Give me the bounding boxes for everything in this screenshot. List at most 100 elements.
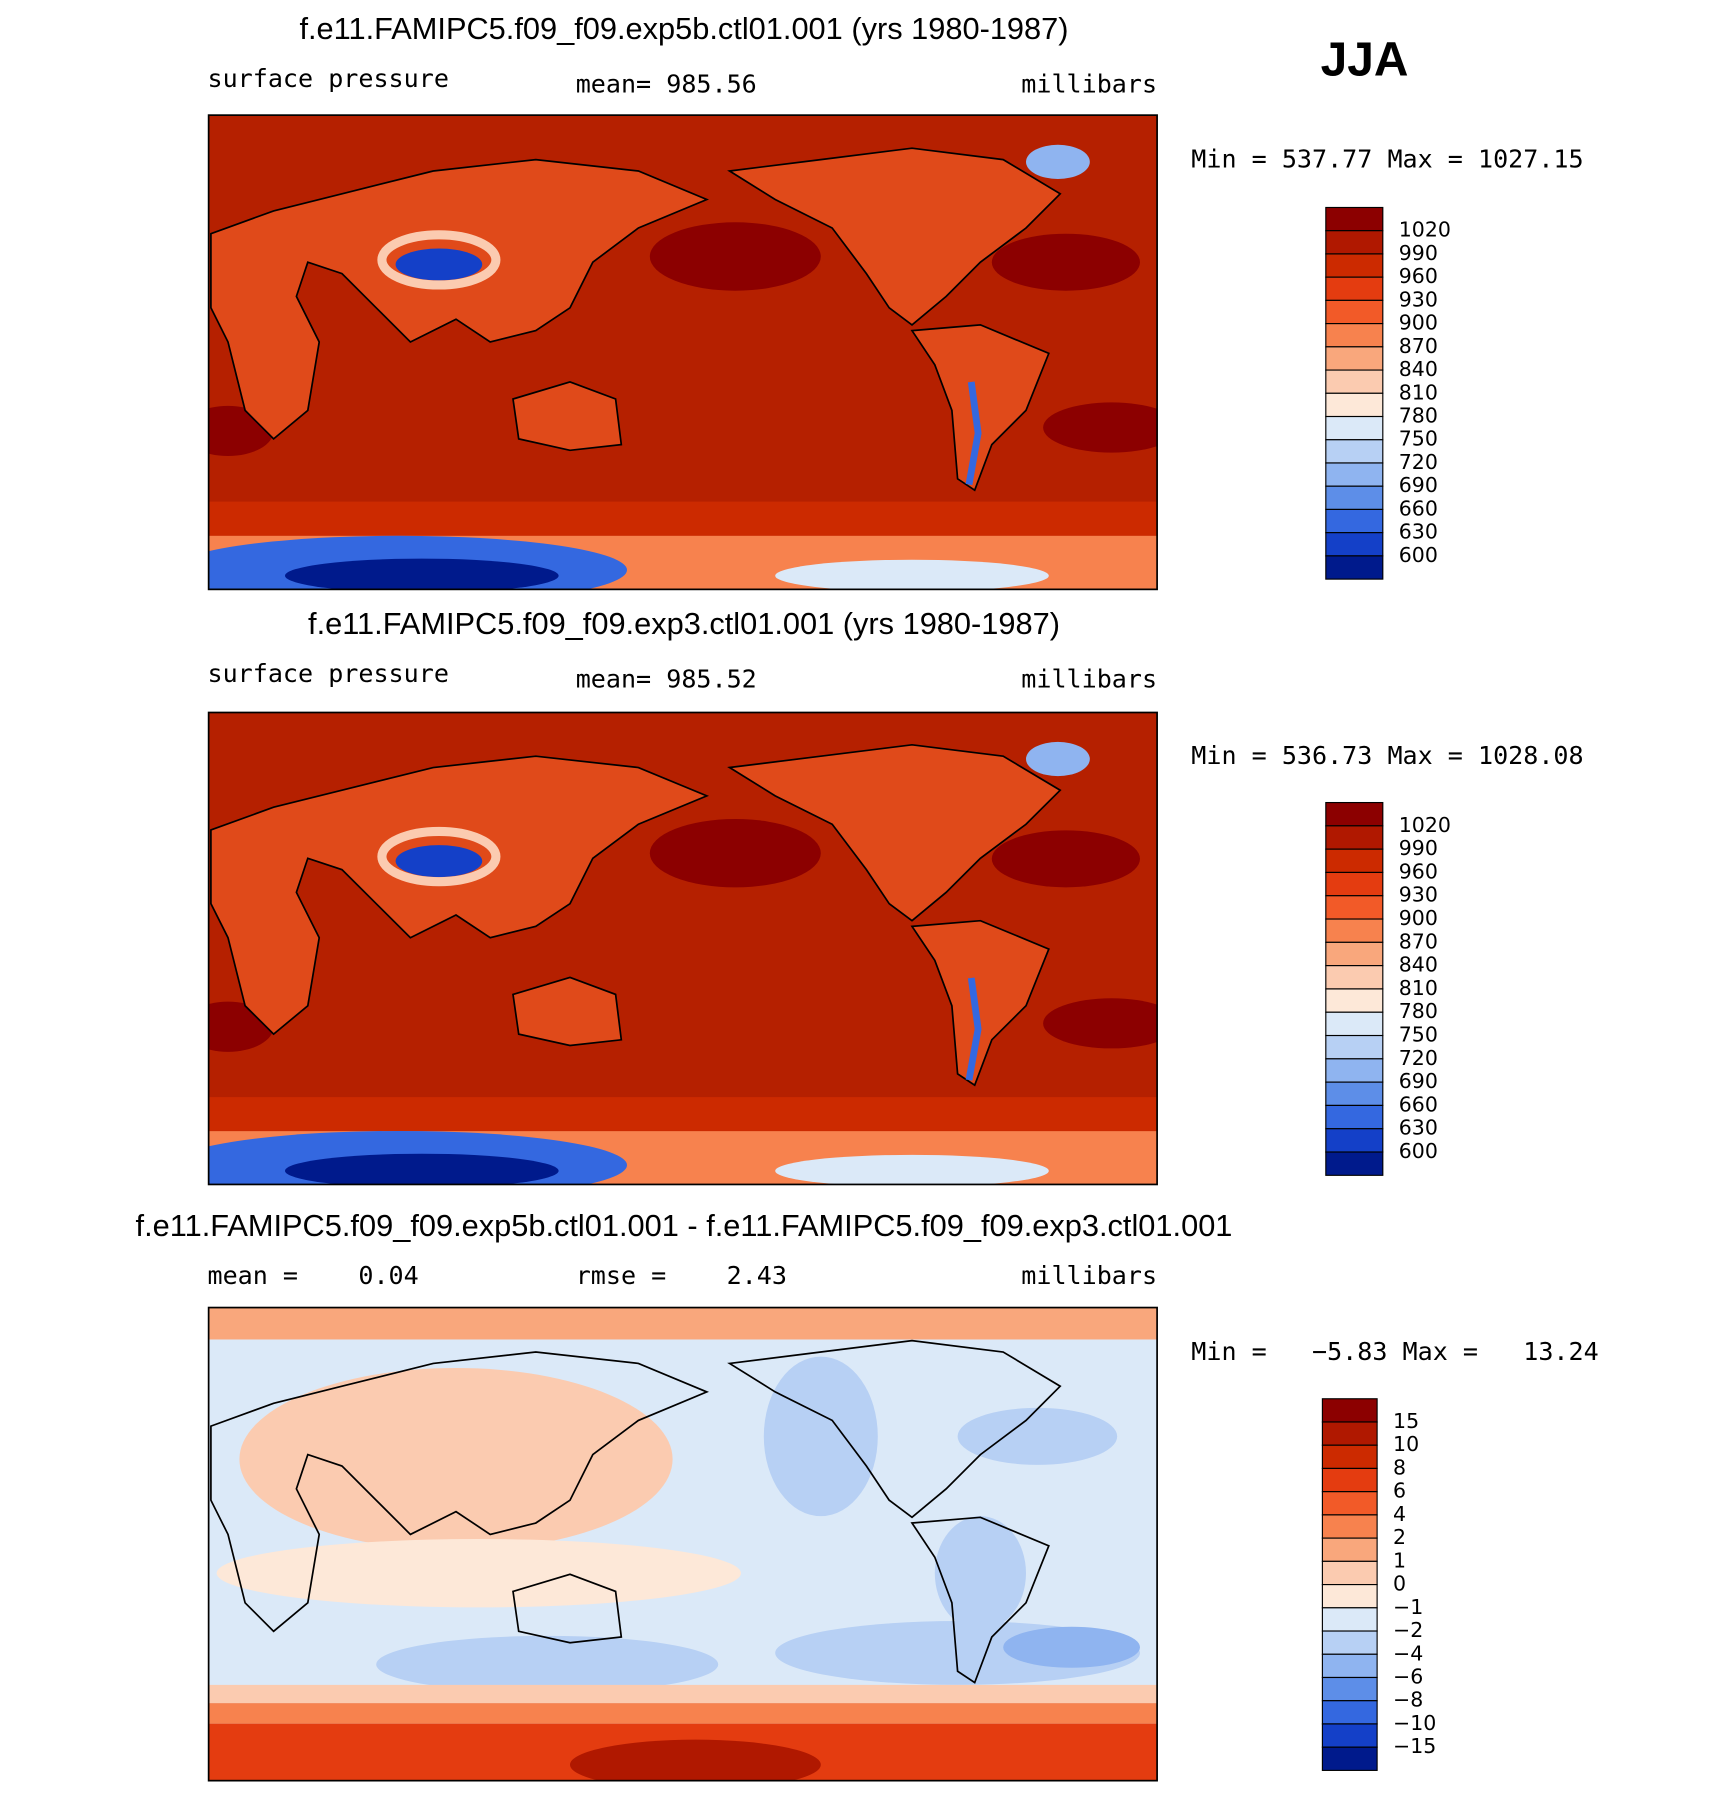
- low: [957, 1407, 1118, 1465]
- plateau-edge: [377, 230, 501, 290]
- map-frame: [207, 1306, 1158, 1782]
- land: [512, 976, 623, 1047]
- colorbar-label: 900: [1399, 906, 1438, 930]
- colorbar-label: 8: [1393, 1455, 1406, 1479]
- colorbar-box: [1321, 1653, 1378, 1679]
- map-frame: [207, 711, 1158, 1186]
- colorbar-label: 630: [1399, 520, 1438, 544]
- colorbar-box: [1325, 801, 1384, 827]
- low: [934, 1516, 1026, 1631]
- colorbar-box: [1325, 299, 1384, 325]
- colorbar-label: 810: [1399, 380, 1438, 404]
- colorbar-label: 840: [1399, 357, 1438, 381]
- colorbar-box: [1325, 346, 1384, 371]
- map-frame: [207, 114, 1158, 591]
- colorbar-label: 750: [1399, 427, 1438, 451]
- colorbar-label: 960: [1399, 859, 1438, 883]
- arctic: [208, 1307, 1158, 1340]
- colorbar-label: 15: [1393, 1409, 1419, 1433]
- colorbar-box: [1325, 1104, 1384, 1130]
- colorbar-label: 0: [1393, 1572, 1406, 1596]
- colorbar-label: −4: [1393, 1641, 1423, 1665]
- high: [1043, 998, 1158, 1049]
- colorbar-box: [1321, 1676, 1378, 1702]
- land: [910, 324, 1050, 492]
- colorbar-box: [1325, 253, 1384, 278]
- pacific: [216, 1538, 742, 1608]
- colorbar-label: 2: [1393, 1525, 1406, 1549]
- colorbar-box: [1325, 230, 1384, 255]
- band1: [208, 1684, 1158, 1704]
- land: [727, 743, 1062, 922]
- colorbar-box: [1325, 532, 1384, 557]
- colorbar-box: [1325, 965, 1384, 990]
- center-label: rmse = 2.43: [576, 1261, 787, 1290]
- colorbar-label: 990: [1399, 241, 1438, 265]
- land: [910, 919, 1050, 1087]
- colorbar-box: [1325, 206, 1384, 232]
- colorbar-label: 690: [1399, 1069, 1438, 1093]
- colorbar-box: [1325, 485, 1384, 511]
- colorbar-box: [1321, 1607, 1378, 1632]
- colorbar-box: [1321, 1700, 1378, 1725]
- colorbar-label: 990: [1399, 836, 1438, 860]
- colorbar-box: [1321, 1560, 1378, 1586]
- season-label: JJA: [1321, 33, 1409, 86]
- high: [649, 222, 821, 291]
- colorbar-box: [1325, 918, 1384, 943]
- colorbar-box: [1321, 1421, 1378, 1446]
- colorbar-box: [1325, 1034, 1384, 1060]
- coastline: [727, 1339, 1062, 1519]
- colorbar-label: 780: [1399, 999, 1438, 1023]
- colorbar-box: [1321, 1398, 1378, 1423]
- colorbar-box: [1321, 1723, 1378, 1748]
- band: [208, 1097, 1158, 1132]
- colorbar-box: [1325, 825, 1384, 850]
- colorbar-box: [1321, 1514, 1378, 1539]
- map: [208, 1307, 1158, 1781]
- colorbar-label: 600: [1399, 543, 1438, 567]
- band: [208, 501, 1158, 536]
- colorbar-box: [1325, 1151, 1384, 1176]
- ice-core: [285, 558, 559, 590]
- left-label: mean = 0.04: [207, 1261, 418, 1290]
- colorbar-box: [1325, 276, 1384, 301]
- high: [1043, 402, 1158, 453]
- land: [210, 755, 710, 1036]
- colorbar-box: [1321, 1444, 1378, 1470]
- colorbar-label: 660: [1399, 496, 1438, 520]
- colorbar-box: [1321, 1630, 1378, 1655]
- units-label: millibars: [1021, 1261, 1157, 1290]
- colorbar-label: −10: [1393, 1711, 1436, 1735]
- coastline: [512, 1573, 623, 1644]
- colorbar-label: −8: [1393, 1688, 1423, 1712]
- colorbar-label: −2: [1393, 1618, 1423, 1642]
- colorbar-label: 600: [1399, 1139, 1438, 1163]
- colorbar-box: [1325, 871, 1384, 897]
- min-max-label: Min = 536.73 Max = 1028.08: [1191, 741, 1583, 770]
- plateau: [395, 248, 483, 281]
- colorbar-box: [1325, 323, 1384, 348]
- colorbar-box: [1325, 369, 1384, 394]
- band2: [208, 1703, 1158, 1724]
- panel-title: f.e11.FAMIPC5.f09_f09.exp5b.ctl01.001 - …: [136, 1208, 1233, 1243]
- low: [376, 1635, 719, 1693]
- colorbar-label: 900: [1399, 311, 1438, 335]
- colorbar-label: 720: [1399, 1046, 1438, 1070]
- ice-core: [285, 1153, 559, 1185]
- min-max-label: Min = −5.83 Max = 13.24: [1191, 1337, 1598, 1366]
- map: [208, 712, 1158, 1185]
- units-label: millibars: [1021, 665, 1157, 694]
- low: [763, 1356, 878, 1517]
- colorbar-box: [1325, 941, 1384, 967]
- land: [727, 147, 1062, 326]
- center-label: mean= 985.52: [576, 665, 757, 694]
- colorbar-label: 750: [1399, 1023, 1438, 1047]
- map: [208, 115, 1158, 590]
- colorbar-label: 690: [1399, 473, 1438, 497]
- colorbar-label: 930: [1399, 883, 1438, 907]
- min-max-label: Min = 537.77 Max = 1027.15: [1191, 145, 1583, 174]
- colorbar-label: 930: [1399, 287, 1438, 311]
- colorbar-box: [1321, 1467, 1378, 1493]
- colorbar-label: 630: [1399, 1116, 1438, 1140]
